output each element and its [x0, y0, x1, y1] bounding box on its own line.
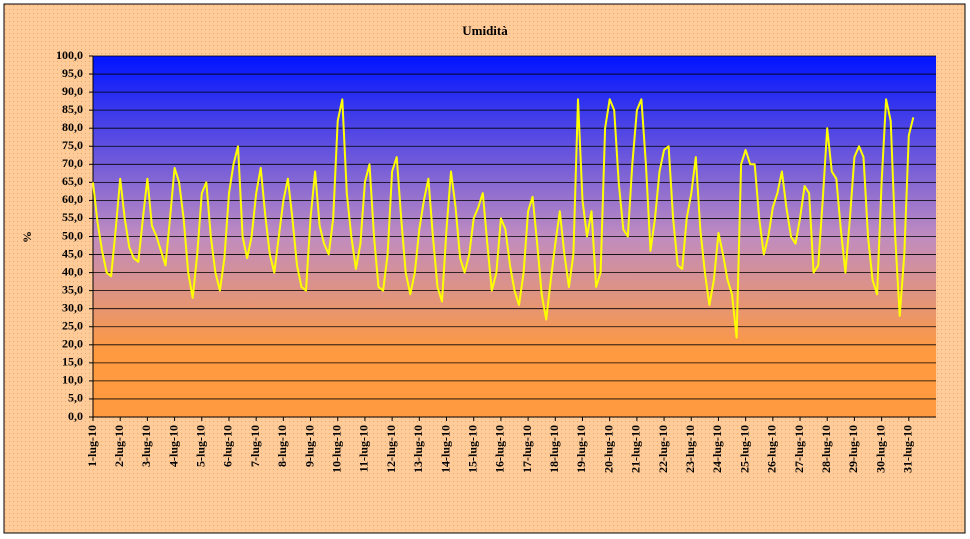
x-tick-label: 23-lug-10: [683, 425, 697, 473]
x-tick-label: 10-lug-10: [329, 425, 343, 473]
x-tick-label: 17-lug-10: [520, 425, 534, 473]
x-tick-label: 11-lug-10: [357, 425, 371, 472]
x-tick-label: 20-lug-10: [601, 425, 615, 473]
y-tick-label: 90,0: [62, 84, 83, 98]
y-tick-label: 95,0: [62, 66, 83, 80]
y-tick-label: 65,0: [62, 174, 83, 188]
x-tick-label: 13-lug-10: [411, 425, 425, 473]
y-tick-label: 50,0: [62, 228, 83, 242]
x-tick-label: 5-lug-10: [194, 425, 208, 467]
x-tick-label: 26-lug-10: [765, 425, 779, 473]
x-tick-label: 24-lug-10: [710, 425, 724, 473]
y-tick-label: 80,0: [62, 120, 83, 134]
y-tick-label: 15,0: [62, 355, 83, 369]
y-tick-label: 60,0: [62, 192, 83, 206]
y-tick-label: 0,0: [68, 409, 83, 423]
x-tick-label: 14-lug-10: [438, 425, 452, 473]
x-tick-label: 4-lug-10: [166, 425, 180, 467]
y-tick-label: 30,0: [62, 300, 83, 314]
x-tick-label: 2-lug-10: [112, 425, 126, 467]
y-tick-label: 75,0: [62, 138, 83, 152]
y-tick-label: 35,0: [62, 282, 83, 296]
x-tick-label: 1-lug-10: [85, 425, 99, 467]
x-tick-label: 21-lug-10: [629, 425, 643, 473]
x-tick-label: 25-lug-10: [737, 425, 751, 473]
x-tick-label: 27-lug-10: [792, 425, 806, 473]
y-tick-label: 45,0: [62, 246, 83, 260]
x-tick-label: 16-lug-10: [493, 425, 507, 473]
x-tick-label: 8-lug-10: [275, 425, 289, 467]
x-tick-label: 30-lug-10: [873, 425, 887, 473]
x-tick-label: 22-lug-10: [656, 425, 670, 473]
y-tick-label: 10,0: [62, 373, 83, 387]
x-tick-label: 28-lug-10: [819, 425, 833, 473]
data-line: [92, 98, 915, 339]
y-tick-label: 20,0: [62, 337, 83, 351]
x-tick-label: 15-lug-10: [465, 425, 479, 473]
y-tick-label: 25,0: [62, 319, 83, 333]
x-tick-label: 9-lug-10: [302, 425, 316, 467]
x-tick-label: 3-lug-10: [139, 425, 153, 467]
x-tick-label: 6-lug-10: [221, 425, 235, 467]
y-tick-label: 70,0: [62, 156, 83, 170]
y-tick-label: 100,0: [56, 48, 83, 62]
x-tick-label: 19-lug-10: [574, 425, 588, 473]
x-tick-label: 31-lug-10: [901, 425, 915, 473]
x-tick-label: 12-lug-10: [384, 425, 398, 473]
y-tick-label: 85,0: [62, 102, 83, 116]
y-tick-label: 5,0: [68, 391, 83, 405]
x-tick-label: 18-lug-10: [547, 425, 561, 473]
y-tick-label: 40,0: [62, 264, 83, 278]
y-axis-label: %: [20, 231, 34, 243]
x-tick-label: 29-lug-10: [846, 425, 860, 473]
x-tick-label: 7-lug-10: [248, 425, 262, 467]
chart-title: Umidità: [462, 23, 508, 38]
y-tick-label: 55,0: [62, 210, 83, 224]
